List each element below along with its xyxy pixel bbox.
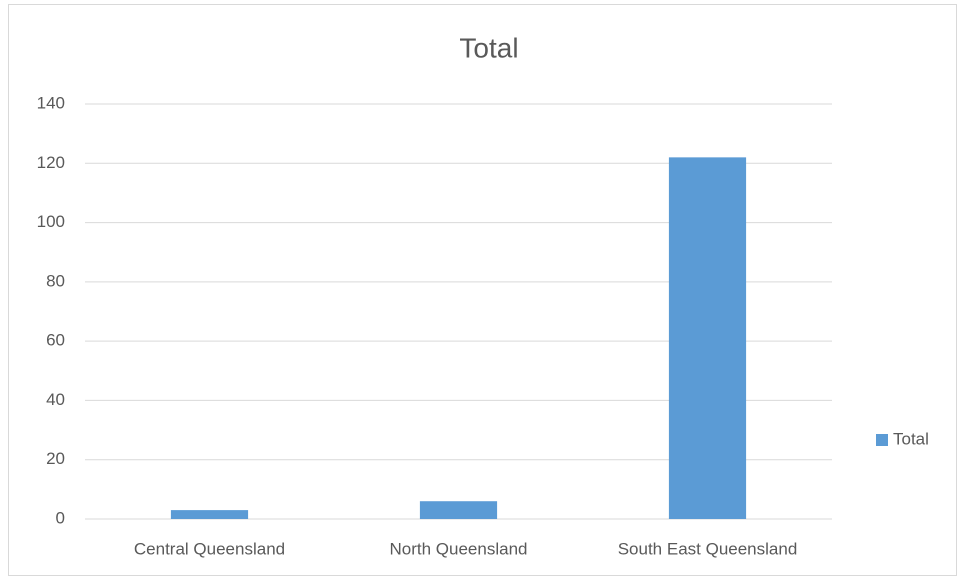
y-tick-label: 40 [46,390,65,409]
y-tick-label: 20 [46,449,65,468]
y-tick-label: 100 [37,212,65,231]
y-tick-label: 60 [46,331,65,350]
legend-label: Total [893,429,929,448]
legend-swatch [876,434,888,446]
y-tick-label: 120 [37,153,65,172]
bar [419,501,498,519]
bar [170,510,249,519]
x-tick-label: South East Queensland [618,539,798,558]
y-tick-label: 0 [56,508,65,527]
y-tick-label: 140 [37,93,65,112]
x-tick-label: Central Queensland [134,539,285,558]
bar [668,157,747,519]
y-tick-label: 80 [46,271,65,290]
chart-frame [8,4,957,576]
x-tick-label: North Queensland [390,539,528,558]
chart-title: Total [459,32,518,63]
